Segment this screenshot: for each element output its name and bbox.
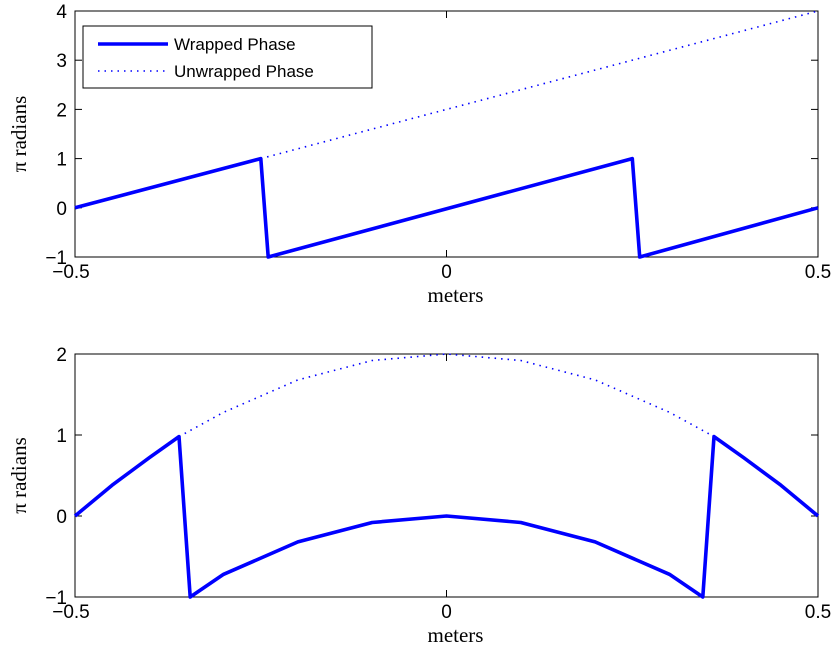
legend-entry-label: Unwrapped Phase xyxy=(174,62,314,81)
x-tick-label: 0.5 xyxy=(805,602,831,623)
y-tick-label: 4 xyxy=(56,2,67,23)
top-chart: −0.5 0 0.5 −1 0 1 2 3 4 meters π radians Wrapped Ph… xyxy=(7,2,831,307)
y-tick-label: −1 xyxy=(45,588,67,609)
x-tick-label: 0 xyxy=(441,262,452,283)
y-tick-label: 0 xyxy=(56,507,67,528)
legend-box xyxy=(82,25,373,89)
legend-entry-label: Wrapped Phase xyxy=(174,35,296,54)
y-tick-label: 3 xyxy=(56,51,67,72)
y-axis-label: π radians xyxy=(7,96,31,173)
y-tick-label: 2 xyxy=(56,345,67,366)
y-tick-label: 0 xyxy=(56,199,67,220)
x-tick-label: 0.5 xyxy=(805,262,831,283)
unwrapped-phase-line xyxy=(178,353,715,438)
x-tick-label: −0.5 xyxy=(52,262,90,283)
y-axis-label: π radians xyxy=(7,437,31,514)
wrapped-phase-line xyxy=(74,156,819,259)
y-tick-label: 1 xyxy=(56,150,67,171)
x-axis-label: meters xyxy=(428,623,484,647)
x-axis-label: meters xyxy=(428,283,484,307)
x-tick-label: −0.5 xyxy=(52,602,90,623)
y-tick-label: 1 xyxy=(56,426,67,447)
legend: Wrapped Phase Unwrapped Phase xyxy=(82,25,373,89)
x-tick-label: 0 xyxy=(441,602,452,623)
y-tick-label: 2 xyxy=(56,100,67,121)
bottom-chart: −0.5 0 0.5 −1 0 1 2 meters π radians xyxy=(7,345,831,647)
wrapped-phase-line xyxy=(73,434,820,599)
y-tick-label: −1 xyxy=(45,248,67,269)
